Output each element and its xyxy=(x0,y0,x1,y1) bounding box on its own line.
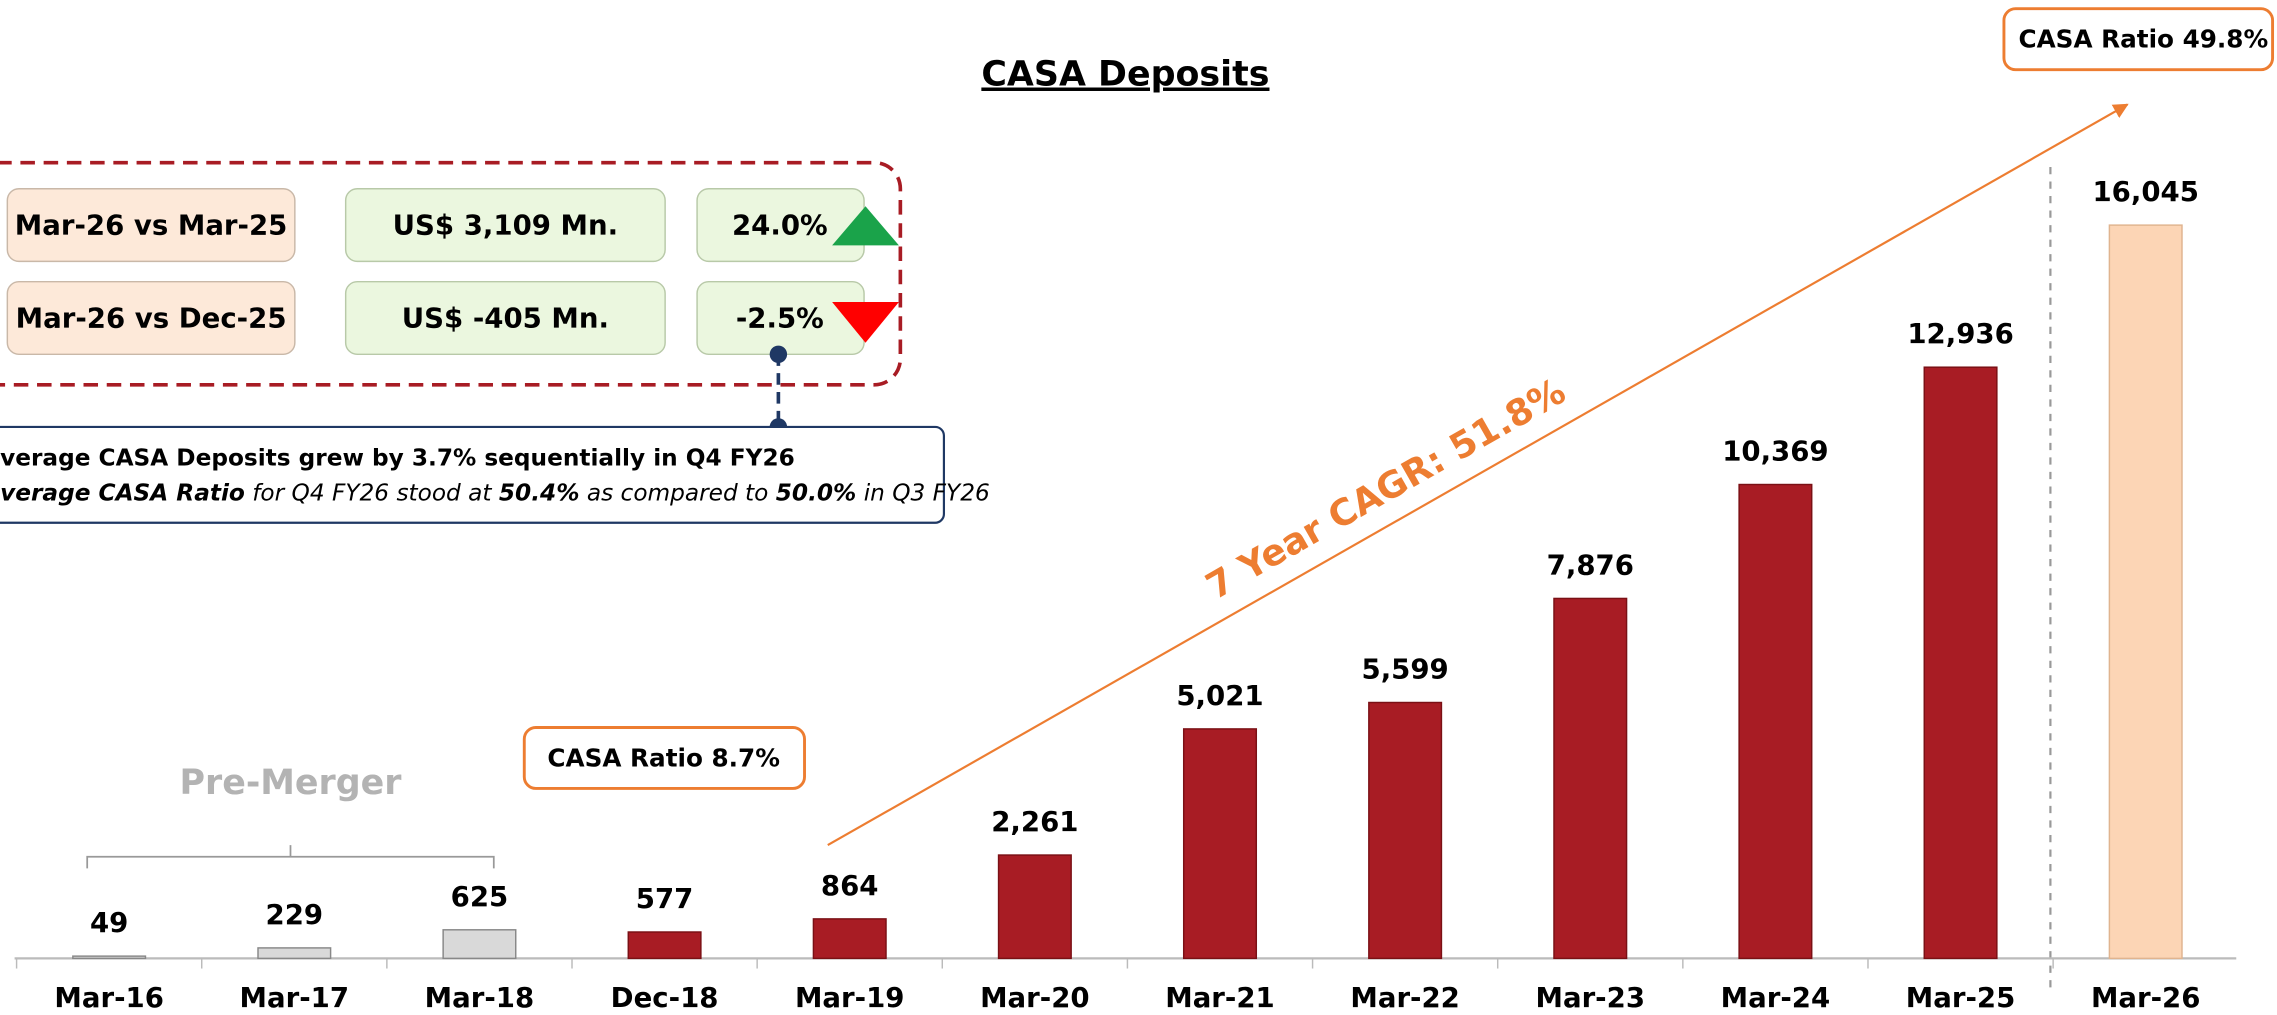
bar xyxy=(812,918,887,960)
cagr-arrow xyxy=(827,103,2129,847)
value-label: 10,369 xyxy=(1722,435,1828,468)
cell-text: -2.5% xyxy=(736,301,824,334)
bar xyxy=(997,854,1072,960)
value-label: 625 xyxy=(451,880,509,913)
ratio-label: CASA Ratio 8.7% xyxy=(547,743,780,772)
x-tick-label: Mar-24 xyxy=(1721,981,1830,1014)
chart-title: CASA Deposits xyxy=(981,55,1269,95)
value-label: 577 xyxy=(636,882,694,915)
pre-merger-label: Pre-Merger xyxy=(180,763,403,803)
x-tick-label: Mar-23 xyxy=(1536,981,1645,1014)
cell-text: Mar-26 vs Mar-25 xyxy=(15,209,288,242)
ratio-box xyxy=(522,726,806,790)
value-label: 2,261 xyxy=(991,805,1078,838)
value-label: 49 xyxy=(90,906,128,939)
x-tick-label: Mar-21 xyxy=(1165,981,1274,1014)
value-label: 5,021 xyxy=(1176,679,1263,712)
note-part: 50.0% xyxy=(776,479,857,506)
value-label: 864 xyxy=(821,869,879,902)
bar xyxy=(1923,366,1998,960)
bracket xyxy=(86,845,495,869)
x-tick-label: Mar-19 xyxy=(795,981,904,1014)
bar xyxy=(1738,483,1813,960)
x-tick-label: Mar-17 xyxy=(240,981,349,1014)
bar xyxy=(442,929,517,960)
cagr-label: 7 Year CAGR: 51.8% xyxy=(1199,369,1573,608)
comparison-table: Mar-26 vs Mar-25 US$ 3,109 Mn. 24.0% Mar… xyxy=(6,188,899,356)
bar xyxy=(627,931,702,960)
x-tick-label: Mar-20 xyxy=(980,981,1089,1014)
cell xyxy=(6,188,296,263)
cell-text: Mar-26 vs Dec-25 xyxy=(16,301,287,334)
cell xyxy=(344,280,666,356)
cell xyxy=(344,188,666,263)
note-part: 50.4% xyxy=(499,479,580,506)
bar xyxy=(257,947,332,960)
bar xyxy=(72,955,147,960)
x-tick-label: Mar-16 xyxy=(54,981,163,1014)
note-part: for Q4 FY26 stood at xyxy=(245,479,499,506)
value-label: 5,599 xyxy=(1362,653,1449,686)
connector-dot xyxy=(769,345,788,364)
x-tick-label: Mar-18 xyxy=(425,981,534,1014)
bar xyxy=(1368,701,1443,960)
bar xyxy=(2108,224,2183,960)
note-line: verage CASA Ratio for Q4 FY26 stood at 5… xyxy=(0,479,990,506)
value-label: 16,045 xyxy=(2092,175,2198,208)
x-tick-label: Mar-22 xyxy=(1350,981,1459,1014)
cell-text: 24.0% xyxy=(732,209,828,242)
value-label: 12,936 xyxy=(1907,317,2013,350)
value-label: 7,876 xyxy=(1547,548,1634,581)
cell-text: US$ -405 Mn. xyxy=(402,301,609,334)
cell-text: US$ 3,109 Mn. xyxy=(393,209,618,242)
up-arrow xyxy=(832,206,899,246)
note-line: verage CASA Deposits grew by 3.7% sequen… xyxy=(0,444,795,471)
bar xyxy=(1182,728,1258,960)
panel-border xyxy=(0,160,903,387)
note-part: verage CASA Ratio xyxy=(0,479,245,506)
x-tick-label: Mar-26 xyxy=(2091,981,2200,1014)
note-part: in Q3 FY26 xyxy=(856,479,989,506)
note-part: as compared to xyxy=(579,479,775,506)
bar xyxy=(1553,597,1628,960)
ratio-label: CASA Ratio 49.8% xyxy=(2018,25,2268,54)
cell xyxy=(6,280,296,356)
ratio-box xyxy=(2002,7,2275,72)
value-label: 229 xyxy=(266,898,324,931)
x-tick-label: Mar-25 xyxy=(1906,981,2015,1014)
down-arrow xyxy=(832,302,899,343)
x-tick-label: Dec-18 xyxy=(611,981,719,1014)
note-box xyxy=(0,425,946,524)
